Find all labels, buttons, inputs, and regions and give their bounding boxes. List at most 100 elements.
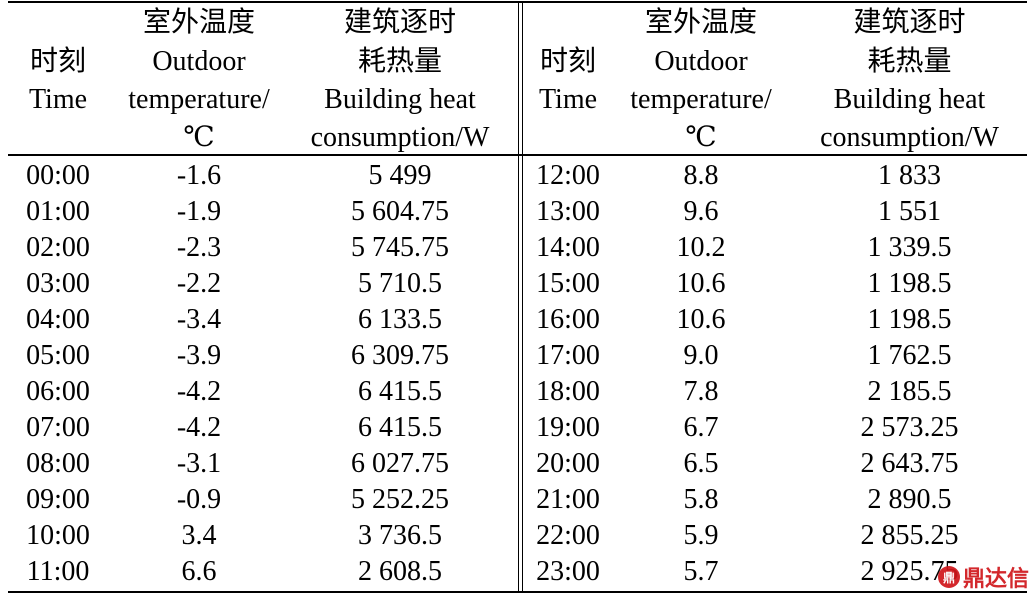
cell-heat-consumption: 5 604.75: [351, 196, 449, 227]
cell-heat-consumption: 6 027.75: [351, 448, 449, 479]
table-header: 室外温度 建筑逐时 室外温度 建筑逐时 时刻 Outdoor 耗热量 时刻 Ou…: [0, 2, 1035, 156]
cell-outdoor-temp: 10.6: [676, 304, 726, 335]
cell-outdoor-temp: 8.8: [683, 160, 719, 191]
header-temp-unit: ℃: [685, 121, 717, 153]
table-row: 02:00 -2.3 5 745.75 14:00 10.2 1 339.5: [0, 230, 1035, 266]
cell-time: 02:00: [26, 232, 90, 263]
table-row: 10:00 3.4 3 736.5 22:00 5.9 2 855.25: [0, 518, 1035, 554]
header-time-zh: 时刻: [29, 45, 86, 77]
cell-time: 19:00: [536, 412, 600, 443]
cell-heat-consumption: 2 185.5: [867, 376, 952, 407]
cell-outdoor-temp: -2.3: [176, 232, 222, 263]
cell-heat-consumption: 1 762.5: [867, 340, 952, 371]
cell-outdoor-temp: -1.9: [176, 196, 222, 227]
cell-heat-consumption: 1 833: [878, 160, 941, 191]
logo-badge-icon: 鼎: [937, 566, 960, 588]
cell-outdoor-temp: -4.2: [176, 412, 222, 443]
cell-heat-consumption: 3 736.5: [358, 520, 442, 551]
header-time-zh: 时刻: [539, 45, 596, 77]
cell-heat-consumption: 6 309.75: [351, 340, 449, 371]
cell-heat-consumption: 6 133.5: [358, 304, 442, 335]
cell-outdoor-temp: 5.7: [683, 556, 719, 587]
header-temp-unit: ℃: [183, 121, 215, 153]
cell-outdoor-temp: -2.2: [176, 268, 222, 299]
cell-heat-consumption: 1 198.5: [867, 304, 952, 335]
cell-time: 05:00: [26, 340, 90, 371]
header-empty: [0, 118, 116, 156]
header-rule: [8, 154, 1027, 156]
cell-time: 22:00: [536, 520, 600, 551]
cell-outdoor-temp: 6.6: [181, 556, 217, 587]
header-empty: [0, 2, 116, 42]
table-row: 07:00 -4.2 6 415.5 19:00 6.7 2 573.25: [0, 410, 1035, 446]
double-column-divider: [518, 1, 523, 593]
cell-time: 18:00: [536, 376, 600, 407]
header-temp-en1: Outdoor: [152, 45, 246, 77]
cell-time: 14:00: [536, 232, 600, 263]
cell-heat-consumption: 1 339.5: [867, 232, 952, 263]
top-rule: [8, 1, 1027, 3]
table-row: 05:00 -3.9 6 309.75 17:00 9.0 1 762.5: [0, 338, 1035, 374]
cell-time: 12:00: [536, 160, 600, 191]
header-heat-en1: Building heat: [324, 83, 476, 115]
header-empty: [518, 2, 618, 42]
cell-time: 09:00: [26, 484, 90, 515]
cell-outdoor-temp: -3.9: [176, 340, 222, 371]
cell-time: 15:00: [536, 268, 600, 299]
header-temp-zh: 室外温度: [142, 6, 255, 38]
header-heat-zh2: 耗热量: [867, 45, 952, 77]
cell-time: 07:00: [26, 412, 90, 443]
cell-outdoor-temp: 3.4: [181, 520, 217, 551]
header-heat-zh2: 耗热量: [357, 45, 442, 77]
cell-time: 08:00: [26, 448, 90, 479]
table-row: 00:00 -1.6 5 499 12:00 8.8 1 833: [0, 158, 1035, 194]
table-row: 01:00 -1.9 5 604.75 13:00 9.6 1 551: [0, 194, 1035, 230]
cell-heat-consumption: 2 608.5: [358, 556, 442, 587]
header-heat-en2: consumption/W: [820, 121, 999, 153]
cell-time: 10:00: [26, 520, 90, 551]
cell-outdoor-temp: -3.1: [176, 448, 222, 479]
cell-heat-consumption: 5 499: [368, 160, 432, 191]
header-heat-en2: consumption/W: [310, 121, 490, 153]
header-temp-zh: 室外温度: [644, 6, 757, 38]
cell-heat-consumption: 2 643.75: [860, 448, 959, 479]
cell-outdoor-temp: 5.9: [683, 520, 719, 551]
cell-time: 17:00: [536, 340, 600, 371]
header-temp-en2: temperature/: [630, 83, 772, 115]
table-row: 06:00 -4.2 6 415.5 18:00 7.8 2 185.5: [0, 374, 1035, 410]
cell-heat-consumption: 6 415.5: [358, 376, 442, 407]
header-heat-en1: Building heat: [833, 83, 986, 115]
cell-outdoor-temp: 5.8: [683, 484, 719, 515]
cell-outdoor-temp: -4.2: [176, 376, 222, 407]
cell-outdoor-temp: 7.8: [683, 376, 719, 407]
cell-heat-consumption: 1 551: [878, 196, 941, 227]
header-heat-zh1: 建筑逐时: [853, 6, 966, 38]
cell-outdoor-temp: 10.2: [676, 232, 726, 263]
cell-outdoor-temp: 9.0: [683, 340, 719, 371]
cell-time: 06:00: [26, 376, 90, 407]
cell-time: 21:00: [536, 484, 600, 515]
header-empty: [518, 118, 618, 156]
cell-heat-consumption: 5 710.5: [358, 268, 442, 299]
table-row: 09:00 -0.9 5 252.25 21:00 5.8 2 890.5: [0, 482, 1035, 518]
cell-time: 23:00: [536, 556, 600, 587]
cell-outdoor-temp: 10.6: [676, 268, 726, 299]
cell-outdoor-temp: -3.4: [176, 304, 222, 335]
table-row: 08:00 -3.1 6 027.75 20:00 6.5 2 643.75: [0, 446, 1035, 482]
header-temp-en2: temperature/: [128, 83, 270, 115]
bottom-rule: [8, 591, 1027, 593]
cell-time: 00:00: [26, 160, 90, 191]
cell-outdoor-temp: -1.6: [176, 160, 222, 191]
header-heat-zh1: 建筑逐时: [343, 6, 456, 38]
watermark-text: 鼎达信: [962, 567, 1029, 592]
cell-time: 11:00: [26, 556, 90, 587]
table-row: 11:00 6.6 2 608.5 23:00 5.7 2 925.75: [0, 554, 1035, 590]
cell-heat-consumption: 5 252.25: [351, 484, 449, 515]
table-body: 00:00 -1.6 5 499 12:00 8.8 1 833 01:00 -1.9 5 60…: [0, 158, 1035, 590]
cell-heat-consumption: 6 415.5: [358, 412, 442, 443]
table-row: 04:00 -3.4 6 133.5 16:00 10.6 1 198.5: [0, 302, 1035, 338]
cell-time: 13:00: [536, 196, 600, 227]
cell-heat-consumption: 2 890.5: [867, 484, 952, 515]
cell-time: 04:00: [26, 304, 90, 335]
